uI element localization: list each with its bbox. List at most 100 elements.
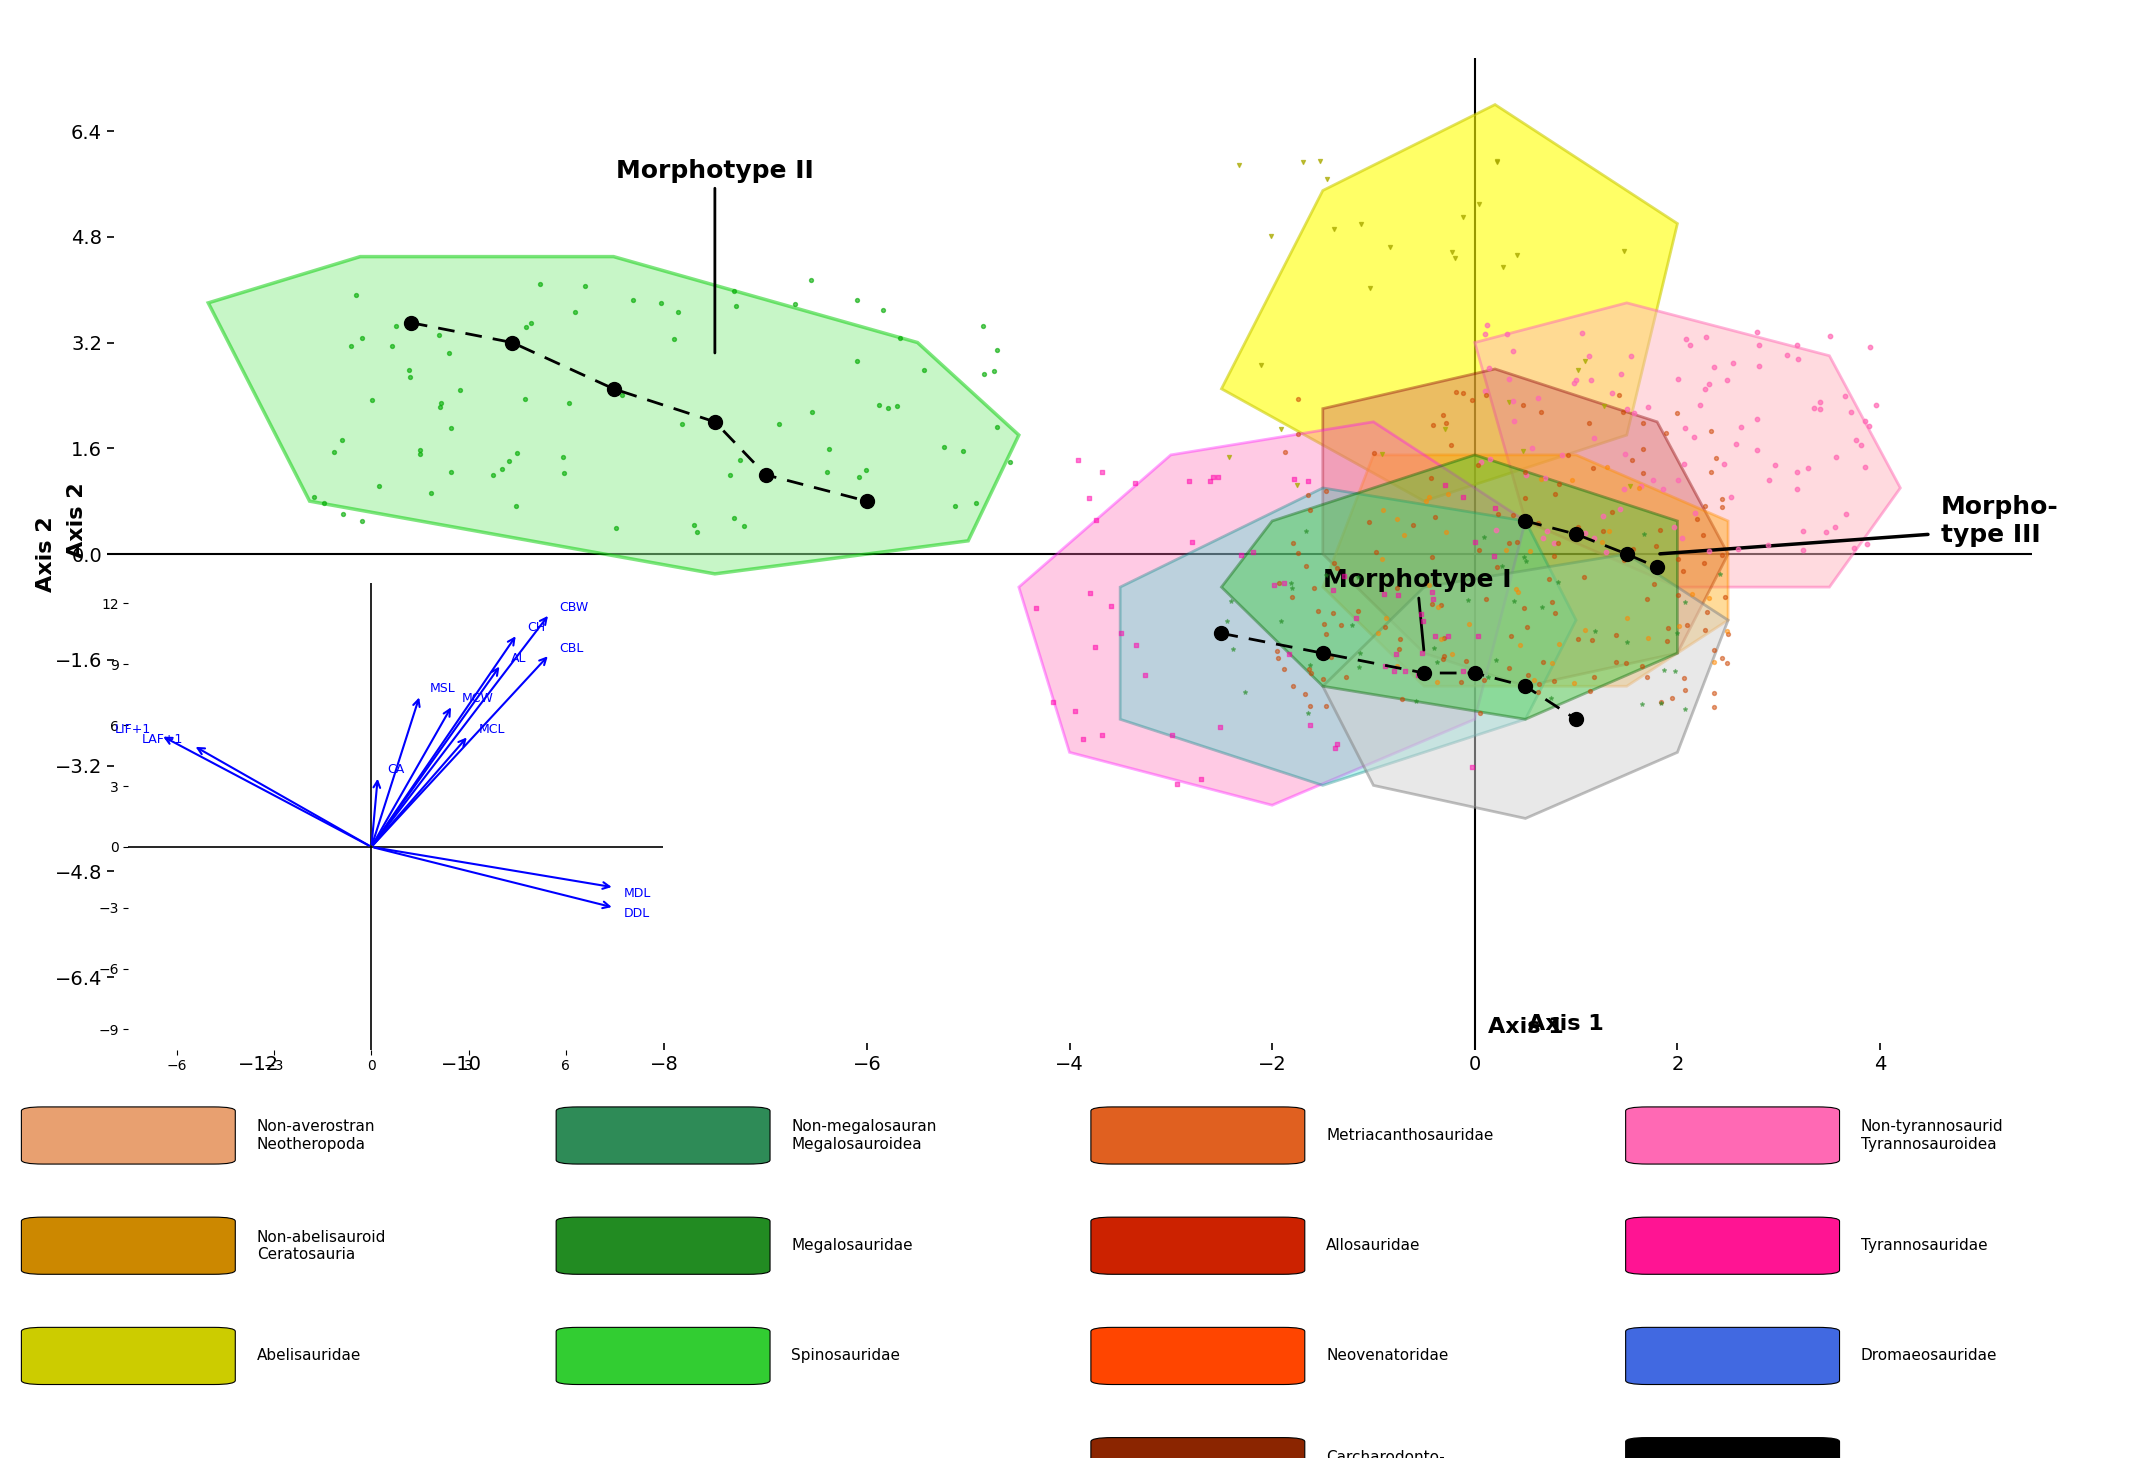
Point (1256, 573, 1290, 596)
Point (843, 465, 877, 488)
Point (1495, 503, 1529, 526)
Point (1467, 526, 1502, 550)
Point (1692, 539, 1726, 563)
Text: Non-megalosauran
Megalosauroidea: Non-megalosauran Megalosauroidea (791, 1120, 937, 1152)
Point (1508, 487, 1542, 510)
FancyBboxPatch shape (556, 1327, 770, 1385)
Point (1260, 647, 1294, 671)
Point (548, 461, 582, 484)
Point (945, 439, 980, 462)
Point (1803, 389, 1837, 413)
Point (678, 513, 712, 537)
FancyBboxPatch shape (1626, 1327, 1840, 1385)
Point (1119, 634, 1153, 658)
Point (1606, 401, 1641, 424)
Point (325, 503, 359, 526)
Point (1666, 560, 1701, 583)
Point (1677, 502, 1711, 525)
Text: CBW: CBW (560, 601, 588, 614)
Point (1662, 615, 1696, 639)
Point (1367, 655, 1401, 678)
Point (794, 268, 828, 292)
Point (1600, 624, 1634, 647)
Text: Non-abelisauroid
Ceratosauria: Non-abelisauroid Ceratosauria (257, 1229, 385, 1263)
Point (1568, 350, 1602, 373)
Text: Non-averostran
Neotheropoda: Non-averostran Neotheropoda (257, 1120, 374, 1152)
Point (1303, 150, 1337, 174)
Point (1478, 519, 1512, 542)
Point (1527, 526, 1561, 550)
Point (325, 429, 359, 452)
Point (1307, 612, 1341, 636)
Point (1427, 647, 1461, 671)
FancyBboxPatch shape (1626, 1107, 1840, 1163)
Point (1412, 486, 1446, 509)
Point (1273, 642, 1307, 665)
Point (1561, 516, 1596, 539)
Point (1833, 399, 1867, 423)
Point (1264, 418, 1298, 442)
Point (1508, 461, 1542, 484)
Point (1668, 697, 1703, 720)
Point (1343, 656, 1378, 679)
Point (1416, 636, 1450, 659)
Point (524, 273, 558, 296)
Point (1525, 595, 1559, 618)
Point (1172, 469, 1206, 493)
Point (1294, 694, 1328, 717)
Point (1484, 554, 1519, 577)
Point (1647, 659, 1681, 682)
Point (644, 292, 678, 315)
Point (1566, 321, 1600, 344)
Point (1277, 468, 1311, 491)
Point (1609, 630, 1643, 653)
Point (1388, 659, 1422, 682)
Point (1668, 327, 1703, 350)
Point (1638, 534, 1673, 557)
Point (1305, 668, 1339, 691)
Point (717, 506, 751, 529)
Point (1412, 573, 1446, 596)
Point (434, 461, 468, 484)
Point (1852, 335, 1887, 359)
Point (1429, 474, 1463, 497)
FancyBboxPatch shape (1626, 1438, 1840, 1458)
Point (355, 389, 389, 413)
Point (1260, 640, 1294, 663)
Point (1829, 385, 1863, 408)
Point (1183, 768, 1217, 792)
Point (1275, 674, 1309, 697)
Polygon shape (207, 257, 1018, 574)
Point (1318, 551, 1352, 574)
Point (1615, 538, 1649, 561)
Point (1365, 442, 1399, 465)
Point (1741, 354, 1775, 378)
Point (1224, 544, 1258, 567)
Point (1668, 590, 1703, 614)
Point (1673, 334, 1707, 357)
Point (1715, 351, 1750, 375)
Point (1427, 644, 1461, 668)
Point (1576, 426, 1611, 449)
Point (907, 359, 941, 382)
Point (1420, 595, 1455, 618)
Point (1472, 665, 1506, 688)
Point (1093, 595, 1127, 618)
Point (1514, 436, 1549, 459)
Point (1666, 666, 1701, 690)
FancyBboxPatch shape (556, 1107, 770, 1163)
Point (1343, 213, 1378, 236)
Point (1294, 499, 1328, 522)
Point (1551, 443, 1585, 467)
Point (657, 328, 691, 351)
Point (965, 315, 999, 338)
Point (1478, 649, 1512, 672)
Point (1534, 687, 1568, 710)
Point (1688, 378, 1722, 401)
Point (1437, 246, 1472, 270)
Point (1469, 383, 1504, 407)
Point (1656, 687, 1690, 710)
Point (1739, 439, 1773, 462)
Point (1557, 672, 1591, 695)
Point (569, 274, 603, 297)
